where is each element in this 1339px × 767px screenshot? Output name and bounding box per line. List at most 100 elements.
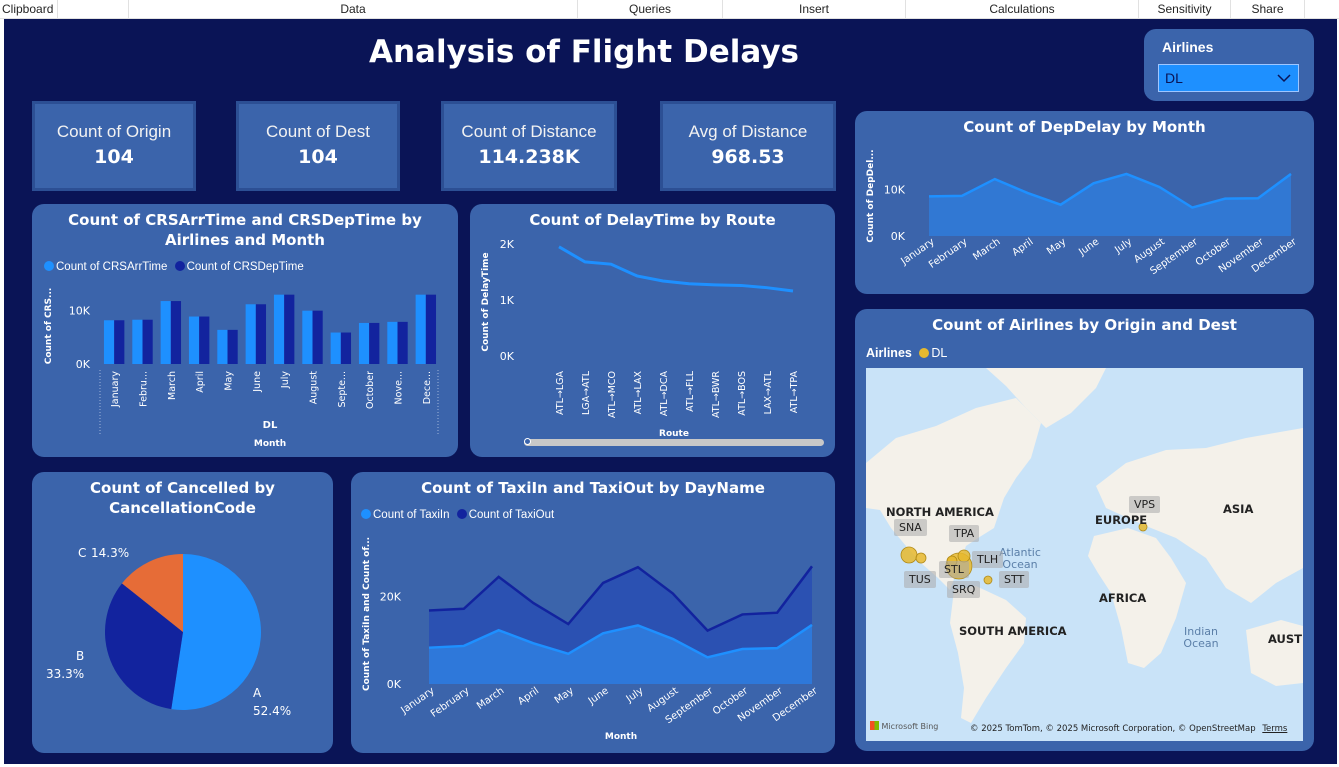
ribbon-sensitivity[interactable]: Sensitivity: [1139, 0, 1231, 19]
north-america-shape: [866, 398, 1041, 590]
series-line: [558, 245, 794, 293]
depdelay-chart-panel[interactable]: Count of DepDelay by Month 10K 0K Count of…: [855, 111, 1314, 294]
pie-label: 14.3%: [91, 546, 129, 560]
x-tick-label: March: [971, 236, 1002, 262]
cancelled-chart-panel[interactable]: Count of Cancelled by CancellationCode A…: [32, 472, 333, 753]
arrdep-chart-panel[interactable]: Count of CRSArrTime and CRSDepTime by Ai…: [32, 204, 458, 457]
bar: [245, 304, 256, 364]
kpi-count-distance[interactable]: Count of Distance 114.238K: [441, 101, 617, 191]
map-panel[interactable]: Count of Airlines by Origin and Dest Air…: [855, 309, 1314, 751]
ribbon-data[interactable]: Data: [128, 0, 578, 19]
route-chart: 0K 1K 2K Count of DelayTime ATL→LGA LGA→ATL AT…: [481, 238, 800, 439]
x-tick-label: July: [624, 685, 646, 705]
chevron-down-icon: [1276, 65, 1292, 99]
series-line: [928, 172, 1292, 209]
ribbon-clipboard[interactable]: Clipboard: [0, 0, 58, 19]
map-legend-title: Airlines: [866, 346, 912, 360]
map-label-south-america: SOUTH AMERICA: [959, 624, 1067, 638]
route-chart-panel[interactable]: Count of DelayTime by Route 0K 1K 2K Count …: [470, 204, 835, 457]
map-city-label: SRQ: [947, 581, 981, 598]
pie-label: 33.3%: [46, 667, 84, 681]
map-legend-item: DL: [931, 346, 948, 360]
map-bubble[interactable]: [983, 575, 993, 585]
map-label-europe: EUROPE: [1095, 513, 1148, 527]
map-legend: Airlines DL: [866, 346, 947, 360]
bing-logo-text: Microsoft Bing: [881, 722, 939, 731]
map-label-africa: AFRICA: [1099, 591, 1147, 605]
kpi-label: Avg of Distance: [688, 122, 808, 141]
bar: [284, 294, 295, 364]
bar: [227, 329, 238, 364]
series-line: [428, 565, 813, 633]
x-tick-label: Dece...: [422, 371, 433, 404]
x-tick-label: October: [365, 371, 376, 409]
kpi-count-dest[interactable]: Count of Dest 104: [236, 101, 400, 191]
legend-label: Count of CRSDepTime: [186, 261, 304, 273]
chart-title: Count of Airlines by Origin and Dest: [932, 316, 1237, 334]
x-tick-label: Septe...: [337, 371, 348, 408]
kpi-avg-distance[interactable]: Avg of Distance 968.53: [660, 101, 836, 191]
legend-label: Count of TaxiOut: [468, 509, 555, 521]
map-bubble[interactable]: [915, 552, 927, 564]
bar: [302, 310, 313, 364]
horizontal-scrollbar[interactable]: [524, 438, 824, 446]
x-tick-label: July: [1112, 236, 1134, 256]
y-axis-title: Count of CRS...: [44, 288, 54, 365]
terms-link[interactable]: Terms: [1262, 724, 1288, 734]
series-area: [429, 624, 812, 684]
legend-dot: [174, 261, 185, 271]
map-bubble[interactable]: [900, 546, 918, 564]
airlines-slicer[interactable]: Airlines DL: [1144, 29, 1314, 101]
y-tick-label: 0K: [76, 358, 91, 371]
kpi-value: 104: [94, 146, 134, 168]
kpi-label: Count of Dest: [266, 122, 370, 141]
y-axis-title: Count of DepDel...: [866, 149, 876, 242]
cancelled-pie-chart: A 52.4% B 33.3% C 14.3%: [46, 546, 291, 718]
map-label-north-america: NORTH AMERICA: [886, 505, 994, 519]
bar: [103, 320, 115, 364]
attribution-text: © 2025 TomTom, © 2025 Microsoft Corporat…: [970, 724, 1256, 734]
slicer-dropdown[interactable]: DL: [1158, 64, 1299, 92]
x-tick-label: ATL→BWR: [711, 371, 722, 418]
bar: [415, 294, 426, 364]
chart-title: Count of Cancelled by CancellationCode: [90, 479, 275, 517]
microsoft-logo-icon: [870, 721, 879, 730]
legend-dot: [456, 509, 467, 519]
y-axis-title: Count of DelayTime: [481, 252, 491, 351]
map-bubble[interactable]: [1138, 522, 1148, 532]
ribbon-share[interactable]: Share: [1231, 0, 1305, 19]
dashboard-title: Analysis of Flight Delays: [368, 34, 800, 70]
x-tick-label: June: [1076, 236, 1101, 258]
bar: [255, 304, 267, 364]
ribbon-insert[interactable]: Insert: [723, 0, 906, 19]
x-axis-title: Month: [605, 732, 637, 742]
y-axis-title: Count of TaxiIn and Count of...: [362, 537, 372, 691]
bar: [330, 332, 341, 364]
pie-label: 52.4%: [253, 704, 291, 718]
map-canvas[interactable]: NORTH AMERICA EUROPE ASIA AFRICA SOUTH A…: [866, 368, 1303, 741]
scrollbar-handle[interactable]: [524, 438, 531, 445]
chart-legend: Count of TaxiIn Count of TaxiOut: [361, 509, 554, 521]
x-tick-label: April: [195, 371, 206, 393]
x-axis-title: Route: [659, 429, 689, 439]
x-tick-label: May: [1045, 236, 1068, 257]
eurasia-shape: [1096, 428, 1303, 603]
taxi-chart-panel[interactable]: Count of TaxiIn and TaxiOut by DayName C…: [351, 472, 835, 753]
y-tick-label: 1K: [500, 294, 515, 307]
map-city-label: VPS: [1129, 496, 1161, 513]
ribbon-calculations[interactable]: Calculations: [906, 0, 1139, 19]
y-tick-label: 20K: [380, 591, 402, 604]
bar: [170, 301, 182, 364]
map-label-indian: Indian Ocean: [1183, 625, 1219, 650]
x-tick-label: January: [110, 371, 121, 408]
bar: [397, 321, 408, 364]
chart-title: Count of DelayTime by Route: [529, 211, 776, 229]
x-tick-label: March: [475, 685, 506, 711]
world-map: [866, 368, 1303, 723]
map-city-label: STL: [939, 561, 969, 578]
x-tick-label: ATL→TPA: [789, 371, 800, 414]
ribbon-queries[interactable]: Queries: [578, 0, 723, 19]
report-canvas: Analysis of Flight Delays Airlines DL Co…: [4, 19, 1337, 764]
kpi-count-origin[interactable]: Count of Origin 104: [32, 101, 196, 191]
y-tick-label: 0K: [387, 678, 402, 691]
